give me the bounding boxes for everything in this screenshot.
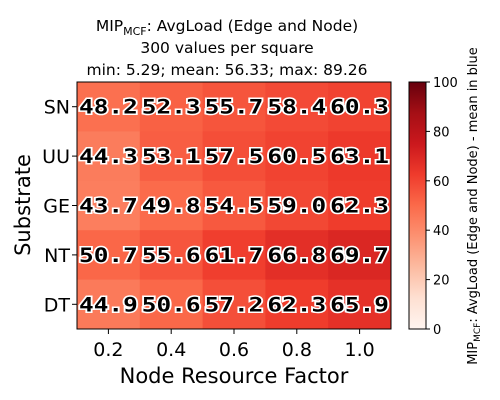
cell-value-label: 59.0 [267, 195, 326, 218]
cell-value-label: 55.6 [142, 244, 201, 267]
y-tick-label: SN [44, 97, 70, 119]
y-axis-label: Substrate [11, 154, 35, 256]
cell-value-label: 66.8 [267, 244, 326, 267]
colorbar-label: MIPMCF: AvgLoad (Edge and Node) - mean i… [466, 47, 483, 365]
cell-value-label: 44.3 [79, 145, 138, 168]
heatmap-cell [265, 82, 329, 132]
cell-value-labels: 48.2 52.3 55.7 58.4 60.3 44.3 53.1 57.5 60.5 63.1… [78, 94, 391, 318]
y-tick-label: GE [43, 196, 70, 218]
cell-value-label: 61.7 [205, 244, 264, 267]
heatmap-cell [202, 131, 266, 182]
heatmap-cell [328, 82, 392, 132]
title-prefix: MIP [96, 17, 123, 35]
heatmap-cell [139, 230, 204, 281]
x-tick-label: 0.6 [219, 339, 249, 361]
colorbar-gradient [408, 81, 427, 330]
y-tick-label: NT [44, 245, 70, 267]
heatmap-cell [77, 279, 141, 330]
heatmap-cell [328, 131, 392, 182]
cell-value-label: 62.3 [267, 293, 326, 316]
colorbar-tick-label: 80 [433, 125, 450, 140]
heatmap-cell [265, 230, 329, 281]
chart-title-line2: 300 values per square [140, 39, 313, 57]
colorbar-ticks: 0 20 40 60 80 100 [426, 76, 458, 338]
heatmap-cell [328, 180, 392, 231]
cell-value-label: 63.1 [330, 145, 389, 168]
x-tick-label: 0.2 [93, 339, 123, 361]
title-suffix: : AvgLoad (Edge and Node) [147, 17, 359, 35]
cell-value-label: 53.1 [142, 145, 201, 168]
heatmap-cell [265, 131, 329, 182]
heatmap-cell [328, 230, 392, 281]
chart-title-line1: MIPMCF: AvgLoad (Edge and Node) [96, 17, 358, 38]
colorbar-label-subscript: MCF [473, 323, 483, 342]
cell-value-label: 44.9 [79, 293, 138, 316]
heatmap-cells [77, 82, 392, 330]
y-tick-label: DT [44, 294, 71, 316]
heatmap-cell [265, 279, 329, 330]
heatmap-cell [139, 131, 204, 182]
cell-value-label: 58.4 [267, 96, 326, 119]
colorbar-tick-label: 0 [433, 323, 441, 338]
x-tick-label: 0.4 [156, 339, 186, 361]
cell-value-label: 60.3 [330, 96, 389, 119]
heatmap-cell [139, 180, 204, 231]
chart-title-line3: min: 5.29; mean: 56.33; max: 89.26 [87, 61, 368, 79]
heatmap-cell [265, 180, 329, 231]
cell-value-label: 48.2 [79, 96, 138, 119]
colorbar-tick-label: 60 [433, 175, 450, 190]
cell-value-label: 69.7 [330, 244, 389, 267]
colorbar-tick-label: 40 [433, 224, 450, 239]
cell-value-label: 54.5 [205, 195, 264, 218]
cell-value-label: 43.7 [79, 195, 138, 218]
y-tick-label: UU [42, 146, 70, 168]
heatmap-cell [202, 82, 266, 132]
x-axis-ticks: 0.2 0.4 0.6 0.8 1.0 [93, 329, 375, 361]
cell-value-label: 50.7 [79, 244, 138, 267]
cell-value-label: 60.5 [267, 145, 326, 168]
cell-value-label: 52.3 [142, 96, 201, 119]
heatmap-cell [77, 230, 141, 281]
colorbar-label-suffix: : AvgLoad (Edge and Node) - mean in blue [466, 47, 481, 322]
heatmap-cell [77, 131, 141, 182]
heatmap-cell [202, 230, 266, 281]
colorbar-label-prefix: MIP [466, 342, 481, 365]
cell-value-label: 65.9 [330, 293, 389, 316]
colorbar-tick-label: 20 [433, 274, 450, 289]
x-axis-label: Node Resource Factor [120, 364, 349, 388]
cell-value-label: 50.6 [142, 293, 201, 316]
colorbar-tick-label: 100 [433, 76, 458, 91]
heatmap-cell [328, 279, 392, 330]
cell-value-label: 57.2 [205, 293, 264, 316]
x-tick-label: 0.8 [282, 339, 312, 361]
heatmap-cell [139, 279, 204, 330]
heatmap-cell [77, 180, 141, 231]
title-subscript: MCF [123, 25, 147, 38]
cell-value-label: 55.7 [205, 96, 264, 119]
heatmap-cell [202, 180, 266, 231]
heatmap-cell [77, 82, 141, 132]
cell-value-label: 49.8 [142, 195, 201, 218]
cell-value-label: 57.5 [205, 145, 264, 168]
x-tick-label: 1.0 [344, 339, 374, 361]
cell-value-label: 62.3 [330, 195, 389, 218]
heatmap-cell [202, 279, 266, 330]
heatmap-cell [139, 82, 204, 132]
y-axis-ticks: SN UU GE NT DT [42, 97, 77, 316]
